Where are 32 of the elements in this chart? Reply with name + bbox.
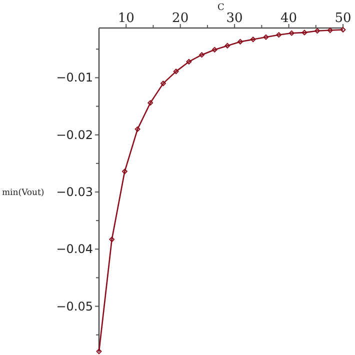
point [122,168,128,174]
point [327,28,333,33]
x-tick-label: 40 [280,11,298,26]
x-tick-label: 50 [334,11,352,26]
y-tick-label: −0.02 [56,128,93,142]
point [96,348,102,354]
point [314,28,320,34]
point [224,43,230,48]
point [276,32,282,38]
y-tick-label: −0.01 [56,70,93,85]
point [238,39,243,44]
point [212,47,218,52]
point [109,236,115,242]
x-tick-label: 30 [226,11,243,26]
point [173,68,179,74]
point [288,30,294,36]
y-tick-label: −0.04 [56,242,93,256]
point [186,59,192,64]
point [148,100,154,106]
x-tick-label: 10 [118,11,134,26]
point [134,126,140,132]
y-tick-label: −0.05 [56,299,93,314]
point [160,80,166,86]
x-tick-label: 20 [172,11,189,26]
point [263,34,269,40]
point [340,27,346,32]
x-axis-title: C [218,3,225,13]
point [302,30,308,36]
y-tick-label: −0.03 [56,185,93,199]
y-axis-title: min(Vout) [2,188,44,198]
point [250,36,256,42]
point [199,52,204,58]
